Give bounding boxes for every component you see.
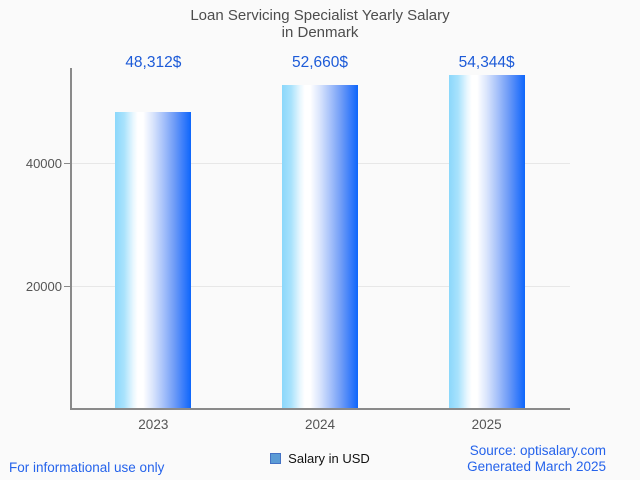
bar-2024	[282, 85, 358, 409]
bar-2025	[448, 74, 525, 409]
value-label-2025: 54,344$	[458, 54, 515, 71]
generated-date-text: Generated March 2025	[467, 459, 606, 474]
y-tick-label-40000: 40000	[25, 156, 62, 171]
y-tick-40000	[64, 163, 70, 164]
source-block: Source: optisalary.com Generated March 2…	[467, 443, 606, 475]
bar-2023	[115, 111, 192, 409]
y-tick-20000	[64, 286, 70, 287]
chart-title-line2: in Denmark	[281, 24, 359, 41]
x-axis-label-2025: 2025	[471, 417, 502, 432]
chart-title-line1: Loan Servicing Specialist Yearly Salary	[190, 7, 450, 24]
legend: Salary in USD	[0, 451, 640, 466]
chart-title: Loan Servicing Specialist Yearly Salary …	[0, 7, 640, 41]
legend-label: Salary in USD	[288, 451, 370, 466]
source-link[interactable]: Source: optisalary.com	[469, 443, 606, 458]
y-tick-label-20000: 20000	[25, 279, 62, 294]
value-label-2024: 52,660$	[291, 54, 349, 71]
y-axis-line	[70, 68, 72, 410]
x-axis-label-2024: 2024	[304, 417, 336, 432]
legend-swatch-icon	[270, 453, 282, 464]
plot-area	[70, 68, 570, 409]
x-axis-label-2023: 2023	[138, 417, 169, 432]
value-label-2023: 48,312$	[125, 54, 182, 71]
disclaimer-text: For informational use only	[9, 460, 165, 475]
x-axis-line	[70, 408, 570, 410]
